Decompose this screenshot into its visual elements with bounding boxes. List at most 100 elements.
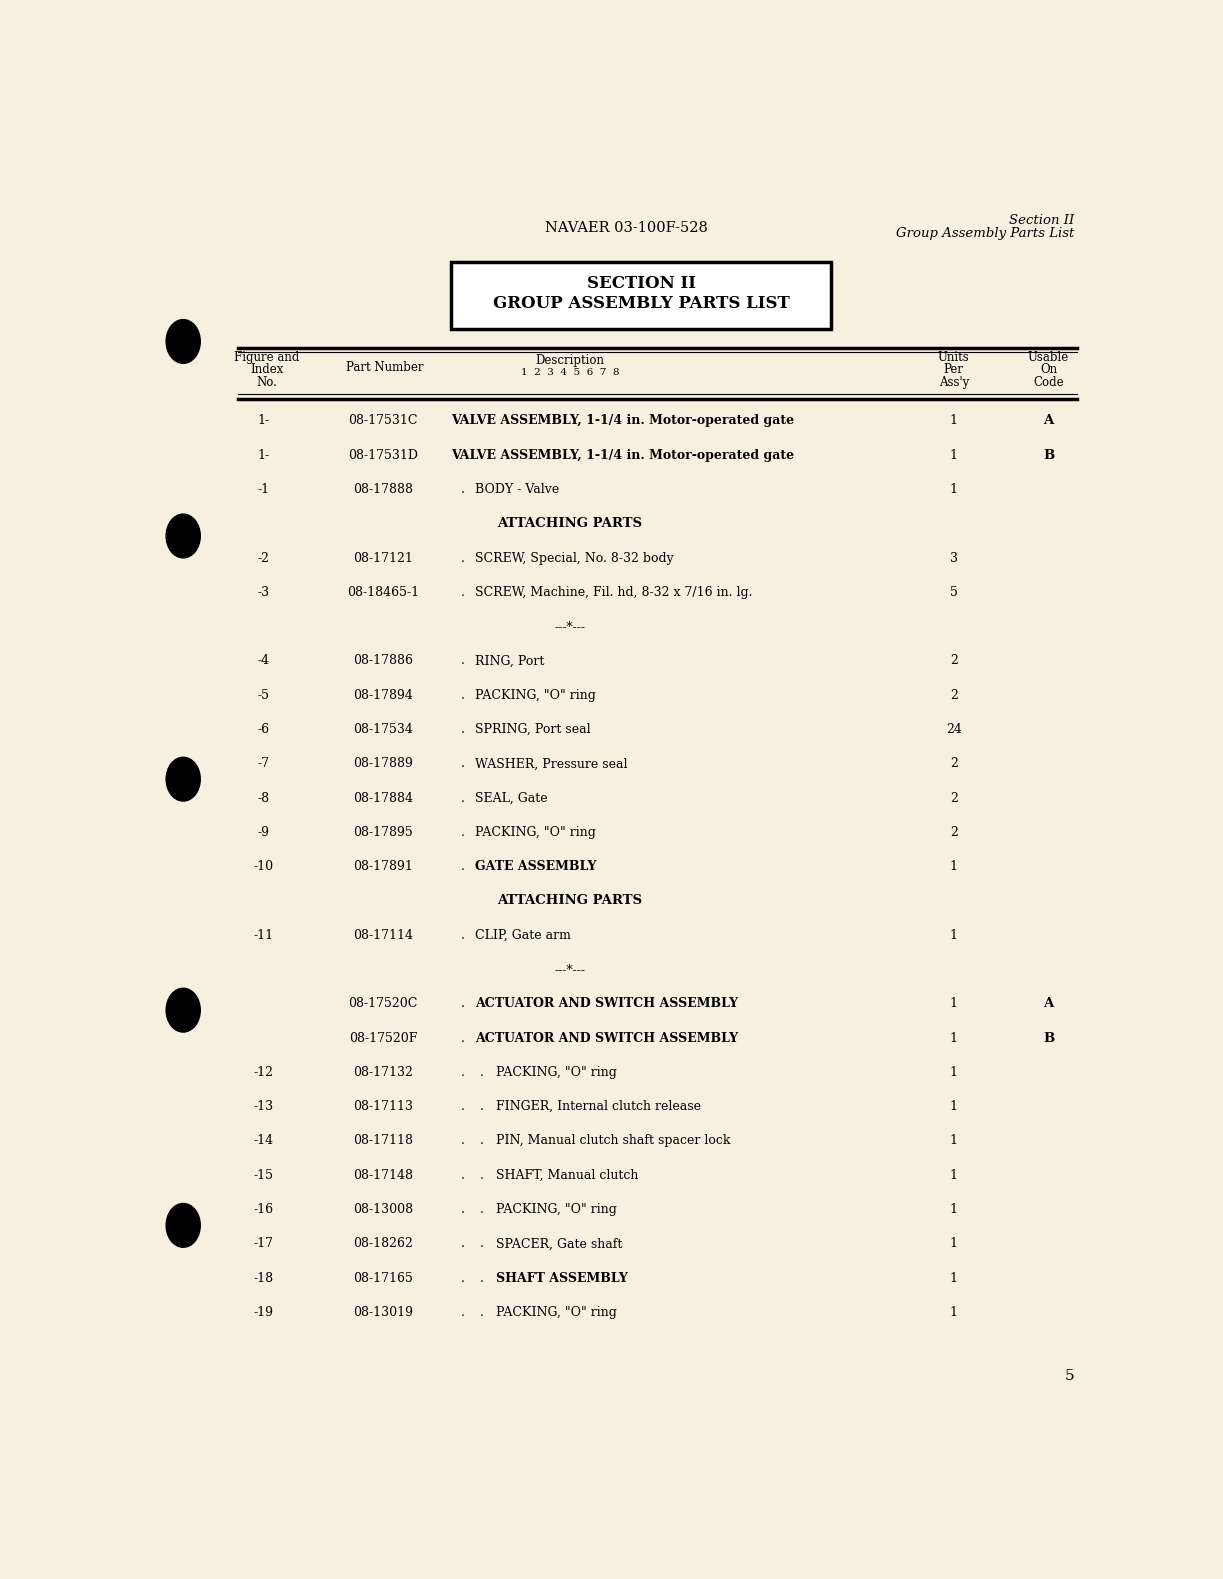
Text: ATTACHING PARTS: ATTACHING PARTS <box>498 518 642 531</box>
Text: .: . <box>479 1203 484 1216</box>
Text: Figure and: Figure and <box>234 351 300 365</box>
Text: 08-17534: 08-17534 <box>353 723 413 736</box>
Text: Units: Units <box>938 351 970 365</box>
Text: 08-17148: 08-17148 <box>353 1168 413 1181</box>
Text: -4: -4 <box>258 654 270 668</box>
Text: .: . <box>461 1168 465 1181</box>
Text: .: . <box>461 483 465 496</box>
Text: -12: -12 <box>253 1066 274 1078</box>
Text: On: On <box>1040 363 1057 376</box>
Text: 08-17121: 08-17121 <box>353 551 413 565</box>
Text: VALVE ASSEMBLY, 1-1/4 in. Motor-operated gate: VALVE ASSEMBLY, 1-1/4 in. Motor-operated… <box>451 448 795 461</box>
Text: SPRING, Port seal: SPRING, Port seal <box>476 723 591 736</box>
Text: PACKING, "O" ring: PACKING, "O" ring <box>497 1306 616 1318</box>
Text: .: . <box>461 1306 465 1318</box>
Text: -15: -15 <box>253 1168 274 1181</box>
Text: 2: 2 <box>950 791 958 805</box>
Text: ACTUATOR AND SWITCH ASSEMBLY: ACTUATOR AND SWITCH ASSEMBLY <box>476 1031 739 1045</box>
Text: .: . <box>461 723 465 736</box>
Text: VALVE ASSEMBLY, 1-1/4 in. Motor-operated gate: VALVE ASSEMBLY, 1-1/4 in. Motor-operated… <box>451 414 795 428</box>
Text: -16: -16 <box>253 1203 274 1216</box>
Text: .: . <box>461 1031 465 1045</box>
Text: 08-13008: 08-13008 <box>353 1203 413 1216</box>
Text: .: . <box>461 688 465 701</box>
Text: -19: -19 <box>253 1306 274 1318</box>
Text: Per: Per <box>944 363 964 376</box>
Text: 08-17886: 08-17886 <box>353 654 413 668</box>
Text: -9: -9 <box>258 826 270 838</box>
Text: 08-17894: 08-17894 <box>353 688 413 701</box>
Text: 08-17165: 08-17165 <box>353 1271 413 1285</box>
Circle shape <box>166 1203 201 1247</box>
Text: .: . <box>461 928 465 941</box>
Circle shape <box>166 758 201 801</box>
Text: 2: 2 <box>950 758 958 771</box>
Text: 1: 1 <box>950 1271 958 1285</box>
Text: 1: 1 <box>950 1306 958 1318</box>
Text: 1: 1 <box>950 448 958 461</box>
Text: -1: -1 <box>258 483 270 496</box>
Text: WASHER, Pressure seal: WASHER, Pressure seal <box>476 758 627 771</box>
Text: ---*---: ---*--- <box>554 963 586 976</box>
Text: 08-17520F: 08-17520F <box>349 1031 417 1045</box>
Text: PACKING, "O" ring: PACKING, "O" ring <box>476 826 596 838</box>
Text: .: . <box>461 654 465 668</box>
Text: -3: -3 <box>258 586 270 598</box>
Text: 08-17891: 08-17891 <box>353 861 413 873</box>
Text: PACKING, "O" ring: PACKING, "O" ring <box>497 1203 616 1216</box>
Text: 08-17114: 08-17114 <box>353 928 413 941</box>
Text: Code: Code <box>1033 376 1064 388</box>
Text: SPACER, Gate shaft: SPACER, Gate shaft <box>497 1238 623 1251</box>
Text: .: . <box>461 861 465 873</box>
Text: -8: -8 <box>258 791 270 805</box>
Text: 08-18465-1: 08-18465-1 <box>347 586 419 598</box>
Text: -5: -5 <box>258 688 270 701</box>
Text: 1: 1 <box>950 1168 958 1181</box>
Text: 1: 1 <box>950 1101 958 1113</box>
Text: SCREW, Machine, Fil. hd, 8-32 x 7/16 in. lg.: SCREW, Machine, Fil. hd, 8-32 x 7/16 in.… <box>476 586 752 598</box>
Text: Part Number: Part Number <box>346 362 424 374</box>
Text: 1: 1 <box>950 998 958 1011</box>
Text: 08-17895: 08-17895 <box>353 826 413 838</box>
Text: 08-13019: 08-13019 <box>353 1306 413 1318</box>
Text: 08-17520C: 08-17520C <box>349 998 418 1011</box>
Text: -14: -14 <box>253 1134 274 1148</box>
Text: 1: 1 <box>950 861 958 873</box>
Text: ---*---: ---*--- <box>554 621 586 633</box>
Text: 1: 1 <box>950 1238 958 1251</box>
Text: .: . <box>479 1066 484 1078</box>
Text: 1: 1 <box>950 1134 958 1148</box>
Text: BODY - Valve: BODY - Valve <box>476 483 559 496</box>
Text: 5: 5 <box>1064 1369 1074 1383</box>
Text: PACKING, "O" ring: PACKING, "O" ring <box>497 1066 616 1078</box>
Circle shape <box>166 515 201 557</box>
Text: 2: 2 <box>950 688 958 701</box>
Text: 1  2  3  4  5  6  7  8: 1 2 3 4 5 6 7 8 <box>521 368 619 377</box>
Text: SECTION II: SECTION II <box>587 275 696 292</box>
Text: ATTACHING PARTS: ATTACHING PARTS <box>498 894 642 908</box>
Text: Description: Description <box>536 354 604 366</box>
Text: 1: 1 <box>950 483 958 496</box>
Text: 3: 3 <box>950 551 958 565</box>
Circle shape <box>166 319 201 363</box>
Text: .: . <box>461 1271 465 1285</box>
Text: .: . <box>479 1134 484 1148</box>
Text: SHAFT ASSEMBLY: SHAFT ASSEMBLY <box>497 1271 627 1285</box>
Text: PACKING, "O" ring: PACKING, "O" ring <box>476 688 596 701</box>
Text: .: . <box>461 1238 465 1251</box>
Text: -17: -17 <box>253 1238 274 1251</box>
Text: .: . <box>461 551 465 565</box>
Text: SEAL, Gate: SEAL, Gate <box>476 791 548 805</box>
Text: -13: -13 <box>253 1101 274 1113</box>
Text: .: . <box>479 1238 484 1251</box>
Text: -2: -2 <box>258 551 270 565</box>
Text: B: B <box>1043 448 1054 461</box>
Text: 5: 5 <box>950 586 958 598</box>
Text: .: . <box>479 1271 484 1285</box>
Text: 08-18262: 08-18262 <box>353 1238 413 1251</box>
Text: 1-: 1- <box>258 414 270 428</box>
Text: SCREW, Special, No. 8-32 body: SCREW, Special, No. 8-32 body <box>476 551 674 565</box>
Text: Usable: Usable <box>1029 351 1069 365</box>
Text: 08-17889: 08-17889 <box>353 758 413 771</box>
Text: .: . <box>461 1203 465 1216</box>
